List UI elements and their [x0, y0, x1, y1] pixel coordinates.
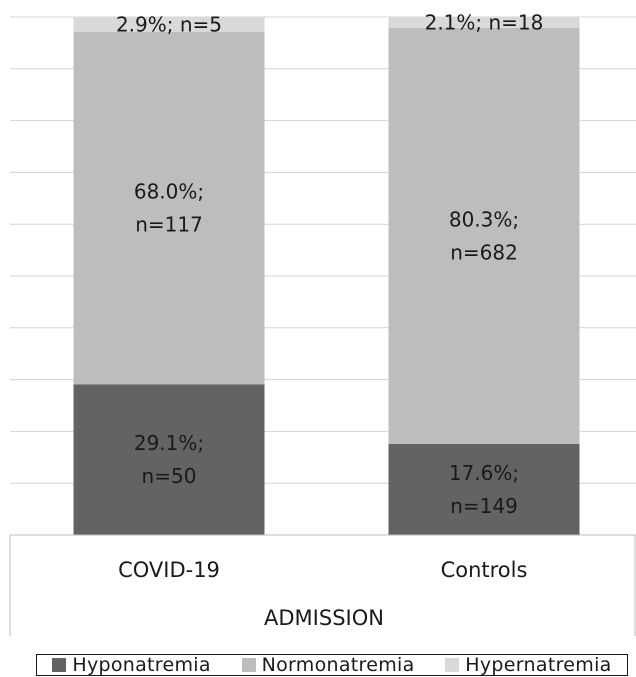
bar-segment-hypernatremia-1	[388, 17, 580, 28]
legend-swatch	[445, 658, 460, 672]
legend-swatch	[241, 658, 256, 672]
data-label: n=50	[142, 464, 197, 488]
data-label: 29.1%;	[134, 431, 204, 455]
x-tick-label: COVID-19	[118, 558, 220, 582]
data-label: n=149	[450, 494, 518, 518]
legend-label: Normonatremia	[261, 654, 415, 676]
bars	[73, 17, 580, 535]
legend-item: Hypernatremia	[445, 654, 611, 676]
bar-segment-hypernatremia-0	[73, 17, 265, 33]
legend-item: Hyponatremia	[52, 654, 211, 676]
x-axis: COVID-19 Controls	[9, 534, 636, 636]
data-labels: 29.1%; n=50 68.0%; n=117 2.9%; n=5 17.6%; n=14…	[116, 10, 543, 517]
legend-label: Hypernatremia	[465, 654, 612, 676]
data-label: n=117	[135, 213, 203, 237]
x-tick-label: Controls	[441, 558, 528, 582]
x-axis-title: ADMISSION	[264, 606, 384, 630]
chart-legend: Hyponatremia Normonatremia Hypernatremia	[36, 654, 628, 676]
data-label: 80.3%;	[449, 207, 519, 231]
data-label: 68.0%;	[134, 180, 204, 204]
stacked-bar-chart: 29.1%; n=50 68.0%; n=117 2.9%; n=5 17.6%; n=14…	[9, 10, 636, 636]
legend-swatch	[52, 658, 67, 672]
bar-segment-normonatremia-0	[73, 32, 265, 385]
data-label: 2.9%; n=5	[116, 13, 222, 37]
data-label: n=682	[450, 240, 518, 264]
data-label: 2.1%; n=18	[425, 10, 544, 34]
bar-segment-hyponatremia-1	[388, 443, 580, 535]
legend-item: Normonatremia	[241, 654, 415, 676]
legend-label: Hyponatremia	[72, 654, 211, 676]
bar-segment-hyponatremia-0	[73, 384, 265, 535]
data-label: 17.6%;	[449, 461, 519, 485]
bar-segment-normonatremia-1	[388, 27, 580, 444]
